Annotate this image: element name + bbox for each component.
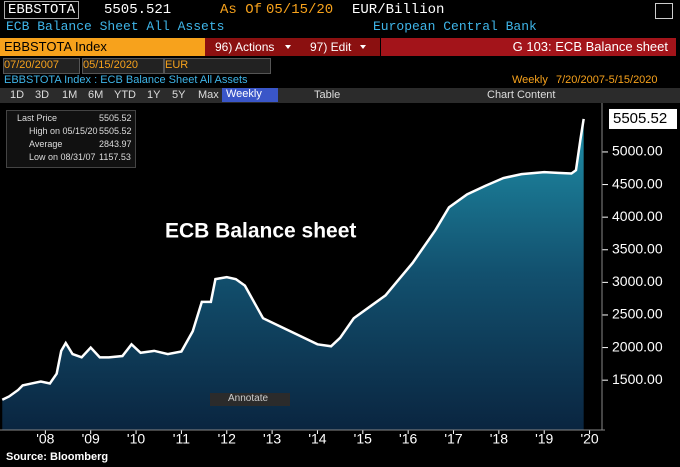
- legend-label: High on 05/15/20: [29, 126, 98, 136]
- range: 7/20/2007-5/15/2020: [556, 74, 658, 86]
- legend-value: 2843.97: [99, 139, 132, 149]
- menu-bar: [205, 38, 380, 56]
- y-tick-label: 5000.00: [612, 143, 663, 159]
- period-button[interactable]: YTD: [114, 89, 136, 101]
- x-tick-label: '13: [263, 431, 281, 447]
- period-button[interactable]: 3D: [35, 89, 50, 101]
- last-price-label: 5505.52: [613, 110, 667, 127]
- frequency: Weekly: [512, 74, 548, 86]
- legend-value: 5505.52: [99, 126, 132, 136]
- start-date[interactable]: 07/20/2007: [3, 58, 80, 74]
- period-button[interactable]: 1Y: [147, 89, 161, 101]
- x-tick-label: '10: [127, 431, 145, 447]
- table-button[interactable]: Table: [314, 89, 341, 101]
- x-tick-label: '19: [535, 431, 553, 447]
- period-button[interactable]: 1D: [10, 89, 25, 101]
- x-tick-label: '15: [354, 431, 372, 447]
- edit-menu[interactable]: 97) Edit: [310, 40, 352, 54]
- x-tick-label: '18: [490, 431, 508, 447]
- menu-arrows: [285, 45, 366, 49]
- x-tick-label: '09: [82, 431, 100, 447]
- legend-label: Low on 08/31/07: [29, 152, 96, 162]
- period-button[interactable]: 1M: [62, 89, 78, 101]
- issuer: European Central Bank: [373, 19, 537, 34]
- as-of-date: 05/15/20: [266, 2, 334, 18]
- legend-value: 5505.52: [99, 113, 132, 123]
- period-button[interactable]: Max: [198, 89, 219, 101]
- x-tick-label: '20: [580, 431, 598, 447]
- x-tick-label: '12: [218, 431, 236, 447]
- period-button[interactable]: 5Y: [172, 89, 186, 101]
- security[interactable]: EBBSTOTA Index: [4, 39, 107, 54]
- y-tick-label: 4500.00: [612, 175, 663, 191]
- legend-box: Last Price 5505.52 High on 05/15/20 5505…: [6, 110, 136, 168]
- window-icon[interactable]: [655, 3, 673, 19]
- x-tick-label: '17: [444, 431, 462, 447]
- actions-menu[interactable]: 96) Actions: [215, 40, 275, 54]
- description: ECB Balance Sheet All Assets: [6, 19, 225, 34]
- source: Source: Bloomberg: [6, 451, 109, 463]
- toolbar: [0, 88, 680, 103]
- x-tick-label: '11: [173, 431, 190, 447]
- units: EUR/Billion: [352, 2, 445, 18]
- end-date[interactable]: 05/15/2020: [82, 58, 164, 74]
- ticker: EBBSTOTA: [4, 1, 80, 19]
- price: 5505.521: [104, 2, 172, 18]
- chart-title: ECB Balance sheet: [165, 220, 356, 243]
- currency[interactable]: EUR: [164, 58, 271, 74]
- x-tick-label: '14: [308, 431, 326, 447]
- annotate-button[interactable]: Annotate: [210, 393, 290, 406]
- x-tick-label: '16: [399, 431, 417, 447]
- frequency-button[interactable]: Weekly: [222, 88, 278, 102]
- y-tick-label: 2000.00: [612, 338, 663, 354]
- period-button[interactable]: 6M: [88, 89, 104, 101]
- x-tick-label: '08: [36, 431, 54, 447]
- chart-content-button[interactable]: Chart Content: [487, 89, 556, 101]
- security-bar: [0, 38, 205, 56]
- chart-name-bar: [381, 38, 676, 56]
- y-tick-label: 1500.00: [612, 371, 663, 387]
- y-tick-label: 3500.00: [612, 240, 663, 256]
- y-tick-label: 4000.00: [612, 208, 663, 224]
- line: [1, 118, 585, 401]
- last-price-box: [609, 108, 677, 129]
- legend-label: Average: [29, 139, 63, 149]
- legend-label: Last Price: [17, 113, 58, 123]
- chart-name: G 103: ECB Balance sheet: [512, 39, 668, 54]
- legend-value: 1157.53: [99, 152, 131, 162]
- as-of-label: As Of: [220, 2, 263, 18]
- chart-header: EBBSTOTA Index : ECB Balance Sheet All A…: [4, 74, 248, 86]
- y-tick-label: 2500.00: [612, 306, 663, 322]
- y-tick-label: 3000.00: [612, 273, 663, 289]
